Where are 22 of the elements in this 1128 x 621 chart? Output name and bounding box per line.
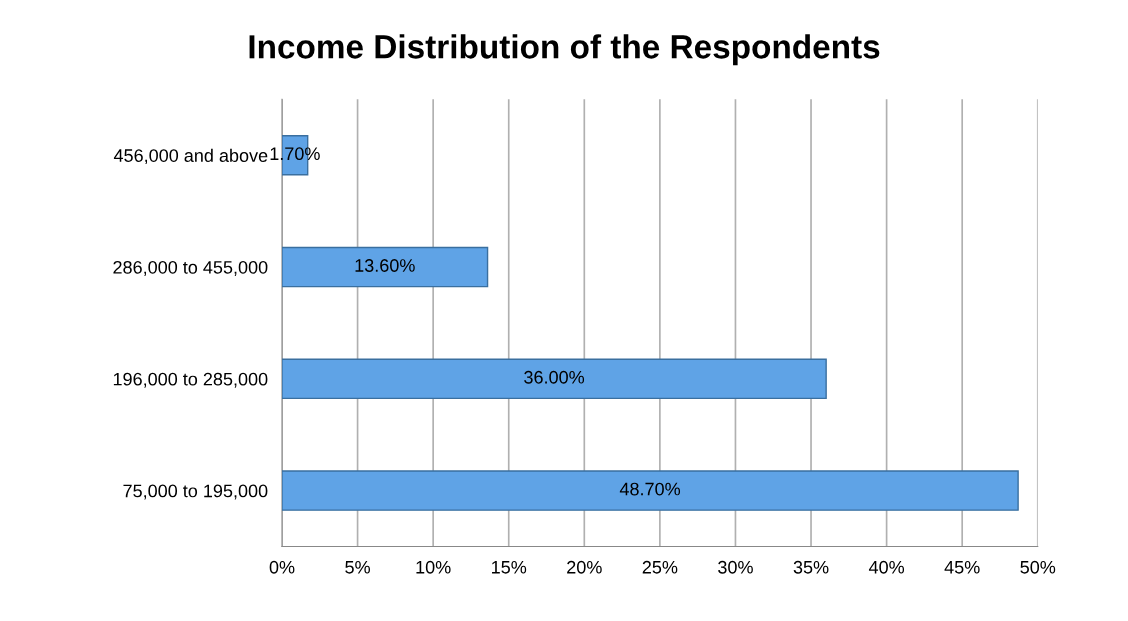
bar xyxy=(282,246,489,288)
x-tick-label: 50% xyxy=(1020,560,1056,574)
x-tick-label: 35% xyxy=(793,560,829,574)
x-tick-label: 45% xyxy=(944,560,980,574)
bar xyxy=(282,358,827,400)
y-tick-label: 75,000 to 195,000 xyxy=(123,484,268,500)
y-tick-label: 196,000 to 285,000 xyxy=(113,372,268,388)
bar xyxy=(282,470,1019,511)
y-tick-label: 456,000 and above xyxy=(113,148,268,165)
data-label: 13.60% xyxy=(355,259,415,272)
y-tick-label: 286,000 to 455,000 xyxy=(113,260,268,276)
chart-title: Income Distribution of the Respondents xyxy=(249,34,880,66)
data-label: 48.70% xyxy=(619,482,681,496)
x-tick-label: 0% xyxy=(269,560,295,574)
x-tick-label: 10% xyxy=(416,560,451,574)
x-tick-label: 20% xyxy=(567,560,602,574)
data-label: 36.00% xyxy=(524,370,585,384)
x-tick-label: 40% xyxy=(868,560,905,574)
x-tick-label: 30% xyxy=(718,560,753,574)
x-tick-label: 25% xyxy=(642,560,678,574)
x-tick-label: 15% xyxy=(492,560,527,574)
x-tick-label: 5% xyxy=(345,560,370,574)
